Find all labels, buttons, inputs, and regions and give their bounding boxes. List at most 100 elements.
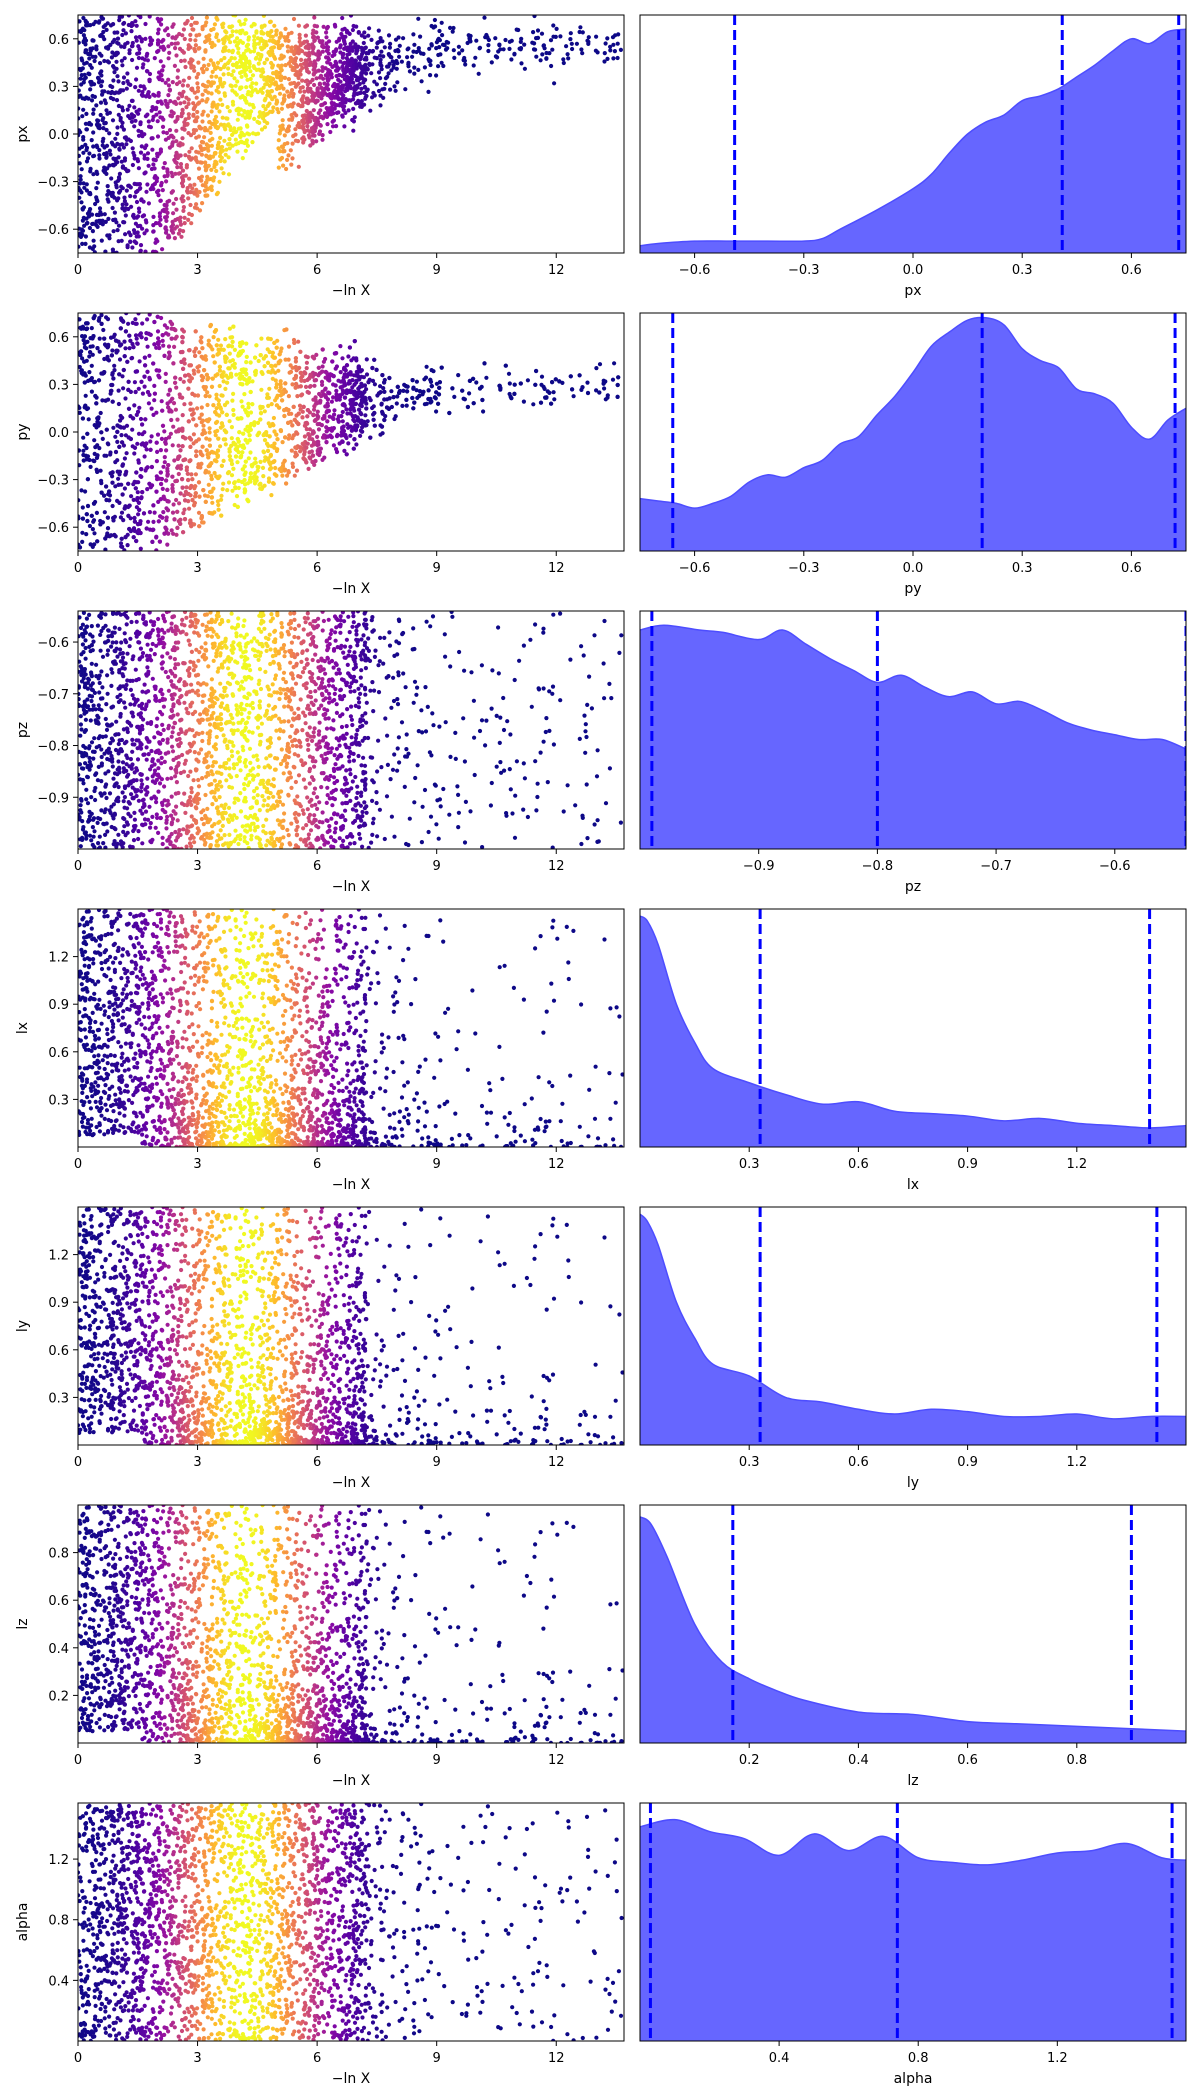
scatter-point <box>184 485 189 490</box>
scatter-point <box>503 37 508 43</box>
scatter-point <box>334 68 339 73</box>
scatter-point <box>174 207 179 212</box>
scatter-point <box>206 482 211 487</box>
scatter-point <box>93 393 98 399</box>
scatter-point <box>268 19 273 24</box>
scatter-point <box>115 36 121 41</box>
scatter-point <box>240 382 245 387</box>
scatter-point <box>116 239 121 244</box>
scatter-point <box>414 49 419 55</box>
scatter-point <box>471 376 476 381</box>
scatter-point <box>256 61 261 66</box>
scatter-point <box>230 29 235 34</box>
scatter-point <box>532 15 537 19</box>
scatter-point <box>314 139 319 144</box>
scatter-point <box>432 17 437 23</box>
scatter-point <box>332 412 337 417</box>
scatter-point <box>108 452 113 457</box>
scatter-point <box>338 79 343 84</box>
scatter-point <box>180 413 185 418</box>
scatter-point <box>261 15 266 18</box>
scatter-point <box>122 195 127 200</box>
scatter-point <box>328 111 333 116</box>
scatter-point <box>187 459 192 464</box>
scatter-point <box>120 415 125 420</box>
scatter-point <box>164 179 169 184</box>
scatter-point <box>216 38 221 43</box>
scatter-point <box>271 415 276 421</box>
scatter-point <box>243 427 248 432</box>
scatter-point <box>316 439 321 444</box>
scatter-point <box>379 49 384 54</box>
scatter-point <box>161 343 166 348</box>
scatter-point <box>150 105 155 110</box>
scatter-point <box>342 395 348 400</box>
scatter-point <box>188 37 193 42</box>
scatter-point <box>233 15 238 18</box>
scatter-point <box>253 456 258 461</box>
scatter-point <box>181 174 186 179</box>
scatter-point <box>84 111 89 116</box>
x-tick-label: −0.6 <box>679 263 711 278</box>
scatter-point <box>341 107 346 113</box>
scatter-point <box>324 45 329 50</box>
scatter-point <box>364 71 369 76</box>
scatter-point <box>300 65 305 71</box>
scatter-point <box>230 48 235 54</box>
scatter-point <box>202 387 208 392</box>
scatter-point <box>293 356 298 361</box>
scatter-point <box>178 222 183 227</box>
scatter-point <box>174 478 179 483</box>
scatter-point <box>126 481 131 486</box>
scatter-point <box>374 82 379 87</box>
scatter-point <box>351 106 356 111</box>
scatter-point <box>372 382 377 387</box>
scatter-point <box>212 22 217 27</box>
scatter-point <box>191 130 196 136</box>
scatter-point <box>243 482 248 487</box>
scatter-point <box>334 124 339 129</box>
scatter-point <box>193 43 198 48</box>
scatter-point <box>136 234 141 239</box>
scatter-point <box>132 403 137 408</box>
scatter-point <box>206 338 211 343</box>
scatter-point <box>262 458 267 463</box>
scatter-point <box>97 349 102 354</box>
scatter-point <box>145 344 150 349</box>
scatter-point <box>181 530 186 535</box>
scatter-point <box>349 428 354 433</box>
scatter-point <box>334 449 340 455</box>
scatter-point <box>474 380 479 385</box>
scatter-point <box>434 409 439 414</box>
scatter-point <box>278 31 283 36</box>
scatter-point <box>213 433 218 438</box>
scatter-point <box>569 41 574 46</box>
scatter-point <box>78 19 82 24</box>
scatter-point <box>228 127 233 133</box>
scatter-point <box>351 373 357 378</box>
scatter-point <box>233 137 238 142</box>
scatter-point <box>348 401 353 406</box>
scatter-point <box>222 55 227 61</box>
scatter-point <box>300 96 305 101</box>
scatter-point <box>79 190 84 195</box>
scatter-point <box>122 56 127 61</box>
scatter-point <box>570 46 575 52</box>
scatter-point <box>237 19 242 24</box>
scatter-point <box>506 371 512 376</box>
scatter-point <box>183 64 188 70</box>
scatter-point <box>226 155 231 160</box>
scatter-point <box>551 23 556 28</box>
scatter-point <box>159 17 164 22</box>
scatter-point <box>136 409 141 414</box>
scatter-point <box>114 59 119 64</box>
scatter-point <box>126 168 131 173</box>
scatter-point <box>293 454 298 459</box>
scatter-point <box>88 464 93 469</box>
scatter-point <box>84 346 89 351</box>
scatter-point <box>192 371 197 376</box>
scatter-point <box>142 430 147 435</box>
scatter-point <box>304 63 309 68</box>
scatter-point <box>410 378 415 383</box>
scatter-point <box>85 406 91 411</box>
